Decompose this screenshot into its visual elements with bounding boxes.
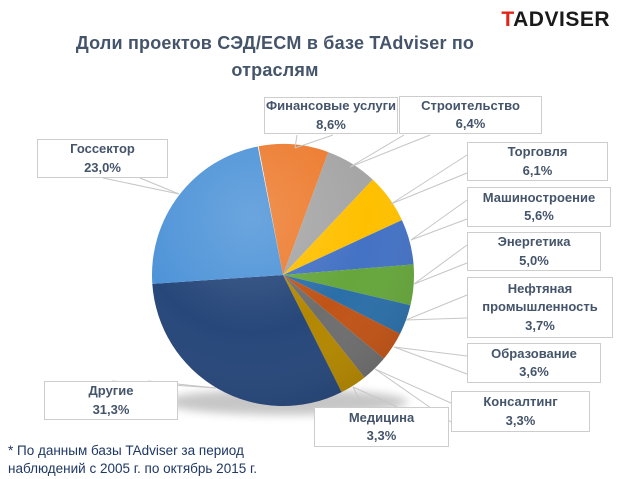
leader-line-0 (294, 134, 334, 149)
leader-line-5 (405, 294, 468, 321)
pie-callout-label: Другие (88, 383, 134, 399)
logo-letter-t: T (501, 8, 514, 31)
pie-callout-percent: 31,3% (92, 401, 130, 417)
leader-line-7 (374, 368, 452, 404)
pie-callout-9: Другие 31,3% (44, 381, 178, 420)
pie-callout-label: Энергетика (497, 234, 571, 250)
leader-line-8 (352, 386, 364, 408)
pie-callout-label: Машиностроение (482, 189, 596, 205)
pie-callout-percent: 8,6% (316, 116, 346, 132)
pie-callout-percent: 3,7% (525, 317, 555, 333)
pie-callout-percent: 6,1% (522, 162, 553, 178)
pie-callout-5: Нефтяная промышленность 3,7% (467, 277, 613, 338)
leader-line-6 (393, 346, 468, 357)
leader-line-1 (349, 134, 405, 168)
leader-line-6 (393, 346, 468, 375)
logo-rest: ADVISER (513, 8, 610, 31)
pie-callout-1: Строительство 6,4% (399, 96, 542, 134)
leader-line-4 (413, 244, 468, 285)
pie-callout-4: Энергетика 5,0% (467, 232, 601, 271)
pie-callout-label: Финансовые услуги (266, 98, 396, 114)
tadviser-logo: TADVISER (501, 8, 610, 32)
pie-callout-percent: 3,3% (366, 428, 397, 443)
pie-callout-10: Госсектор 23,0% (37, 139, 168, 178)
pie-callout-label: Образование (491, 345, 577, 361)
leader-line-3 (410, 199, 468, 241)
pie-callout-0: Финансовые услуги 8,6% (264, 97, 398, 134)
pie-callout-percent: 3,6% (519, 364, 549, 379)
callout-leader-lines (102, 134, 468, 423)
pie-callout-percent: 3,3% (505, 412, 536, 428)
pie-callout-percent: 5,0% (519, 252, 549, 268)
leader-line-5 (405, 317, 468, 321)
pie-callout-label: Медицина (348, 409, 415, 425)
pie-callout-label: Госсектор (70, 141, 135, 157)
leader-line-4 (413, 262, 468, 285)
pie-callout-label: Консалтинг (483, 394, 558, 410)
pie-callout-8: Медицина 3,3% (314, 407, 449, 447)
pie-callout-label: Строительство (421, 97, 520, 113)
pie-callout-percent: 5,6% (524, 208, 554, 223)
footnote: * По данным базы TAdviser за период набл… (8, 442, 328, 478)
pie-callout-percent: 23,0% (84, 159, 121, 175)
chart-title: Доли проектов СЭД/ECM в базе TAdviser по… (75, 33, 475, 80)
pie-callout-7: Консалтинг 3,3% (451, 391, 590, 432)
pie-callout-label: Нефтяная промышленность (482, 280, 598, 315)
leader-line-1 (349, 134, 431, 168)
leader-line-8 (352, 386, 398, 408)
pie-callout-percent: 6,4% (455, 116, 486, 131)
leader-line-10 (139, 177, 180, 195)
leader-line-2 (390, 154, 468, 205)
pie-callout-2: Торговля 6,1% (467, 142, 608, 181)
pie-callout-6: Образование 3,6% (467, 343, 601, 383)
pie-slices (151, 144, 414, 406)
leader-line-2 (390, 172, 468, 205)
footnote-line-1: * По данным базы TAdviser за период (8, 443, 244, 458)
leader-line-3 (410, 218, 468, 241)
leader-line-10 (102, 177, 180, 195)
footnote-line-2: наблюдений с 2005 г. по октябрь 2015 г. (8, 461, 257, 477)
pie-callout-label: Торговля (507, 144, 568, 160)
leader-line-0 (294, 134, 298, 149)
pie-callout-3: Машиностроение 5,6% (467, 187, 611, 227)
